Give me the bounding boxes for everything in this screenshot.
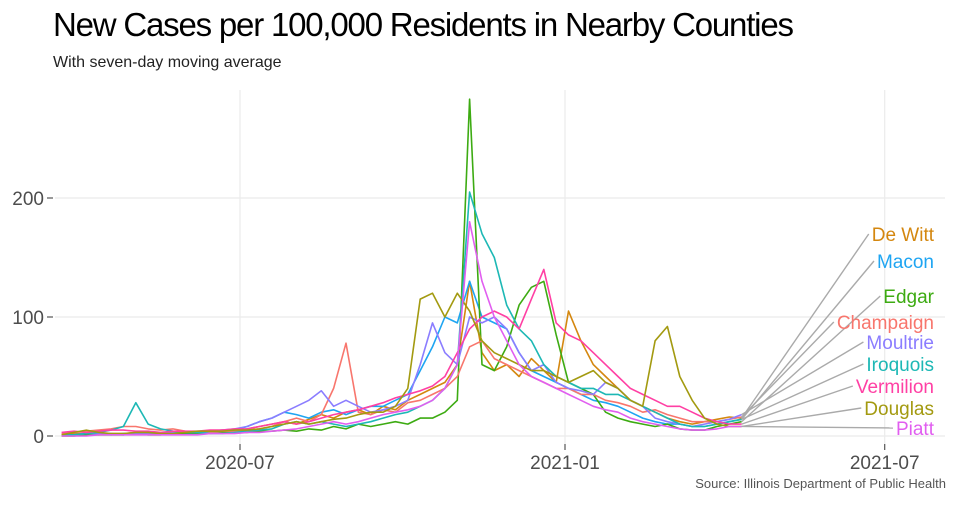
- leader-line: [741, 233, 870, 419]
- leader-line: [741, 295, 881, 423]
- series-label-iroquois: Iroquois: [866, 355, 934, 376]
- chart-title: New Cases per 100,000 Residents in Nearb…: [53, 6, 793, 43]
- chart-subtitle: With seven-day moving average: [53, 54, 282, 71]
- source-caption: Source: Illinois Department of Public He…: [695, 476, 946, 491]
- y-tick-label: 200: [12, 189, 44, 210]
- series-labels: De Witt Macon Edgar ChampaignMoultrieIroquo…: [741, 225, 935, 440]
- gridlines: [55, 90, 945, 444]
- series-label-piatt: Piatt: [896, 419, 935, 440]
- x-tick-label: 2021-07: [850, 453, 920, 474]
- y-tick-label: 100: [12, 308, 44, 329]
- series-label-vermilion: Vermilion: [856, 377, 934, 398]
- series-label-de-witt: De Witt: [872, 225, 935, 246]
- x-tick-label: 2020-07: [205, 453, 275, 474]
- x-tick-label: 2021-01: [530, 453, 600, 474]
- series-label-champaign: Champaign: [837, 313, 934, 334]
- series-line-edgar: [61, 98, 742, 437]
- leader-line: [741, 385, 854, 425]
- leader-line: [741, 260, 875, 420]
- series-label-edgar: Edgar: [883, 287, 934, 308]
- series-line-douglas: [61, 292, 742, 436]
- series-line-piatt: [61, 221, 742, 437]
- series-line-champaign: [61, 340, 742, 435]
- leader-line: [741, 363, 864, 420]
- series-label-moultrie: Moultrie: [866, 333, 934, 354]
- leader-line: [741, 425, 893, 429]
- series-lines: [61, 98, 742, 437]
- axes: 0 100 200 2020-07 2021-01 2021-07: [12, 189, 919, 474]
- leader-line: [741, 407, 862, 428]
- series-label-douglas: Douglas: [864, 399, 934, 420]
- series-label-macon: Macon: [877, 252, 934, 273]
- y-tick-label: 0: [33, 427, 44, 448]
